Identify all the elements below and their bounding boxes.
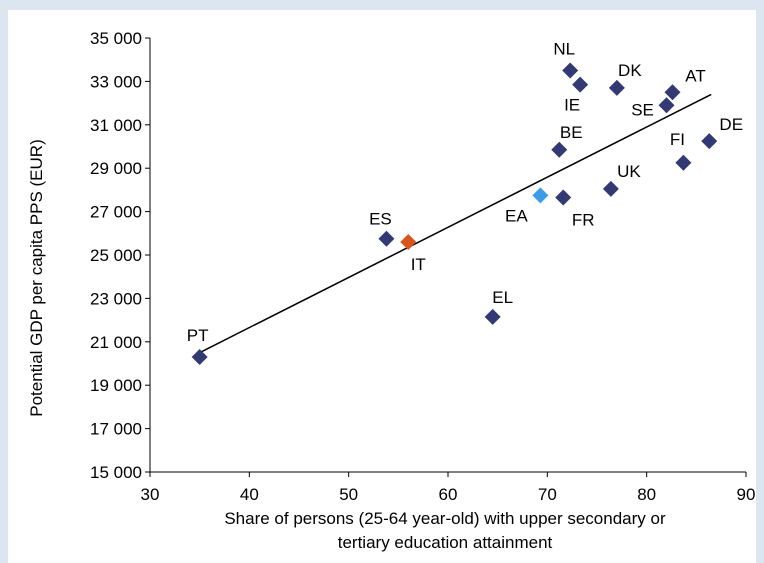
- data-point-fr: [555, 189, 572, 206]
- y-tick-label: 29 000: [90, 159, 142, 178]
- y-tick-label: 31 000: [90, 116, 142, 135]
- x-axis-title-line-1: Share of persons (25-64 year-old) with u…: [224, 509, 666, 528]
- data-point-es: [378, 230, 395, 247]
- data-label-be: BE: [560, 123, 583, 142]
- chart-frame: Potential GDP per capita PPS (EUR) Share…: [8, 10, 756, 563]
- data-label-it: IT: [411, 255, 426, 274]
- data-label-es: ES: [369, 210, 392, 229]
- data-point-uk: [602, 180, 619, 197]
- data-point-be: [551, 141, 568, 158]
- data-label-el: EL: [492, 288, 513, 307]
- data-label-fr: FR: [572, 210, 595, 229]
- x-tick-label: 70: [538, 485, 557, 504]
- data-label-ie: IE: [564, 96, 580, 115]
- data-point-ie: [572, 76, 589, 93]
- data-label-fi: FI: [670, 130, 685, 149]
- data-label-nl: NL: [553, 40, 575, 59]
- y-tick-label: 27 000: [90, 203, 142, 222]
- x-tick-label: 80: [637, 485, 656, 504]
- y-tick-label: 15 000: [90, 463, 142, 482]
- x-axis-title-line-2: tertiary education attainment: [338, 533, 553, 552]
- data-point-ea: [532, 187, 549, 204]
- x-tick-label: 60: [439, 485, 458, 504]
- y-tick-label: 17 000: [90, 420, 142, 439]
- data-point-nl: [562, 62, 579, 79]
- y-tick-label: 21 000: [90, 333, 142, 352]
- data-label-de: DE: [719, 115, 743, 134]
- x-tick-label: 30: [141, 485, 160, 504]
- data-point-fi: [675, 154, 692, 171]
- data-label-se: SE: [631, 100, 654, 119]
- data-point-el: [484, 308, 501, 325]
- y-tick-label: 25 000: [90, 246, 142, 265]
- x-tick-label: 90: [737, 485, 756, 504]
- data-point-dk: [608, 79, 625, 96]
- y-tick-label: 33 000: [90, 72, 142, 91]
- data-label-dk: DK: [618, 61, 642, 80]
- data-label-at: AT: [685, 66, 705, 85]
- data-label-pt: PT: [187, 326, 209, 345]
- trend-line: [199, 93, 712, 354]
- x-tick-label: 50: [339, 485, 358, 504]
- data-point-de: [701, 133, 718, 150]
- data-label-ea: EA: [505, 206, 528, 225]
- data-point-it: [400, 233, 417, 250]
- y-axis-title: Potential GDP per capita PPS (EUR): [27, 139, 46, 416]
- scatter-chart: Potential GDP per capita PPS (EUR) Share…: [27, 29, 756, 552]
- y-tick-label: 23 000: [90, 289, 142, 308]
- data-label-uk: UK: [617, 162, 641, 181]
- x-tick-label: 40: [240, 485, 259, 504]
- y-tick-label: 35 000: [90, 29, 142, 48]
- data-point-at: [664, 84, 681, 101]
- data-point-pt: [191, 348, 208, 365]
- data-point-se: [658, 97, 675, 114]
- y-tick-label: 19 000: [90, 376, 142, 395]
